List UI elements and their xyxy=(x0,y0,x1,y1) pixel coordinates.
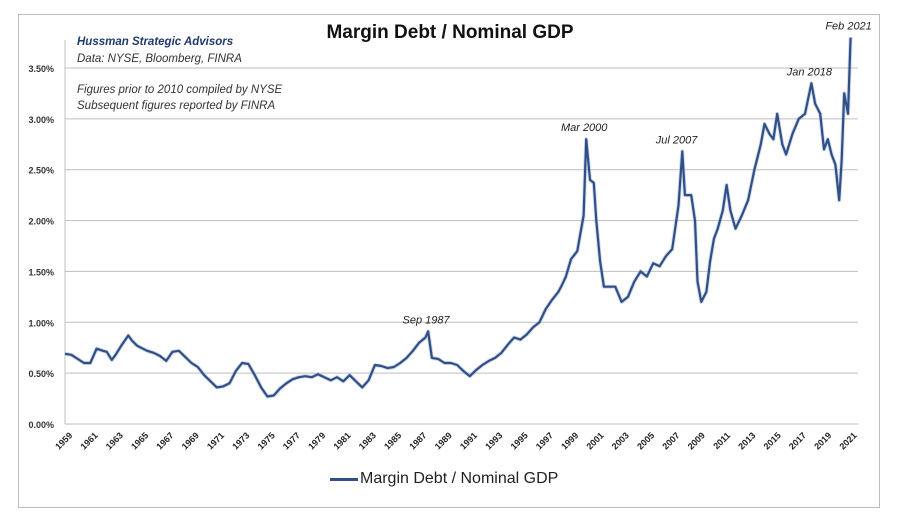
x-tick-label: 1999 xyxy=(559,430,580,451)
y-tick-label: 3.50% xyxy=(28,64,54,74)
x-tick-label: 1993 xyxy=(483,430,504,451)
x-tick-label: 1977 xyxy=(281,430,302,451)
annotation-label: Jul 2007 xyxy=(655,134,698,146)
x-tick-label: 2017 xyxy=(787,430,808,451)
x-tick-label: 1969 xyxy=(180,430,201,451)
x-tick-label: 2003 xyxy=(610,430,631,451)
x-tick-label: 1963 xyxy=(104,430,125,451)
x-tick-label: 1975 xyxy=(256,430,277,451)
annotations: Sep 1987 Mar 2000 Jul 2007 Jan 2018 Feb 2021 xyxy=(403,20,872,326)
x-tick-label: 2015 xyxy=(762,430,783,451)
x-tick-label: 1973 xyxy=(230,430,251,451)
compilation-note-2: Subsequent figures reported by FINRA xyxy=(77,100,276,112)
x-tick-label: 2019 xyxy=(812,430,833,451)
legend-label: Margin Debt / Nominal GDP xyxy=(360,470,559,487)
x-tick-label: 2005 xyxy=(635,430,656,451)
chart-frame xyxy=(18,14,880,508)
x-tick-label: 2001 xyxy=(584,430,605,451)
x-tick-label: 1979 xyxy=(306,430,327,451)
x-tick-label: 1961 xyxy=(78,430,99,451)
annotation-label: Jan 2018 xyxy=(786,66,833,78)
x-tick-label: 1959 xyxy=(53,430,74,451)
y-tick-label: 1.50% xyxy=(28,267,54,277)
x-tick-label: 1967 xyxy=(154,430,175,451)
legend-swatch xyxy=(330,477,358,481)
annotation-label: Sep 1987 xyxy=(403,314,451,326)
x-tick-label: 1985 xyxy=(382,430,403,451)
annotation-label: Feb 2021 xyxy=(825,20,871,32)
gridlines xyxy=(65,67,858,425)
x-tick-label: 1987 xyxy=(407,430,428,451)
chart-title: Margin Debt / Nominal GDP xyxy=(326,22,574,43)
x-tick-label: 1983 xyxy=(357,430,378,451)
series-line xyxy=(64,37,852,398)
y-tick-label: 2.50% xyxy=(28,166,54,176)
x-axis-ticks: 1959 1961 1963 1965 1967 1969 1971 1973 1975 1977… xyxy=(53,430,859,451)
x-tick-label: 1989 xyxy=(433,430,454,451)
x-tick-label: 1995 xyxy=(509,430,530,451)
x-tick-label: 1971 xyxy=(205,430,226,451)
y-tick-label: 2.00% xyxy=(28,217,54,227)
legend: Margin Debt / Nominal GDP xyxy=(330,470,558,488)
y-tick-label: 1.00% xyxy=(28,318,54,328)
source-name: Hussman Strategic Advisors xyxy=(77,36,234,48)
x-tick-label: 2011 xyxy=(711,430,732,451)
x-tick-label: 1965 xyxy=(129,430,150,451)
data-source: Data: NYSE, Bloomberg, FINRA xyxy=(77,53,242,65)
y-tick-label: 0.00% xyxy=(28,420,54,430)
annotation-label: Mar 2000 xyxy=(561,122,608,134)
y-tick-label: 3.00% xyxy=(28,115,54,125)
compilation-note-1: Figures prior to 2010 compiled by NYSE xyxy=(77,84,283,96)
series-layer xyxy=(64,37,853,399)
x-tick-label: 1991 xyxy=(458,430,479,451)
x-tick-label: 2009 xyxy=(686,430,707,451)
x-tick-label: 2013 xyxy=(736,430,757,451)
x-tick-label: 1981 xyxy=(331,430,352,451)
x-tick-label: 2007 xyxy=(660,430,681,451)
x-tick-label: 2021 xyxy=(837,430,858,451)
y-tick-label: 0.50% xyxy=(28,369,54,379)
x-tick-label: 1997 xyxy=(534,430,555,451)
y-axis-ticks: 0.00% 0.50% 1.00% 1.50% 2.00% 2.50% 3.00% 3.50% xyxy=(28,64,54,430)
